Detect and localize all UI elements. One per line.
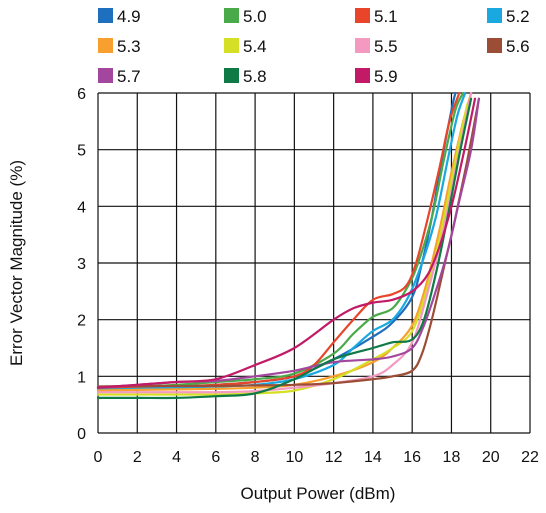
series-line-5.2 xyxy=(96,91,467,391)
x-tick-label: 2 xyxy=(133,449,142,466)
series-line-4.9 xyxy=(96,91,457,390)
x-tick-label: 8 xyxy=(251,449,260,466)
x-tick-label: 4 xyxy=(172,449,181,466)
y-tick-label: 1 xyxy=(77,369,86,386)
legend-swatch-5.1 xyxy=(355,8,370,23)
legend-label-5.4: 5.4 xyxy=(243,37,267,56)
legend-swatch-5.0 xyxy=(224,8,239,23)
legend-swatch-5.4 xyxy=(224,38,239,53)
legend-label-5.6: 5.6 xyxy=(506,37,530,56)
chart-grid xyxy=(97,92,531,434)
legend-label-5.3: 5.3 xyxy=(117,37,141,56)
y-axis-ticks: 0 1 2 3 4 5 6 xyxy=(77,86,86,443)
x-tick-label: 18 xyxy=(443,449,461,466)
legend-label-5.9: 5.9 xyxy=(374,67,398,86)
x-tick-label: 10 xyxy=(285,449,303,466)
y-tick-label: 0 xyxy=(77,426,86,443)
x-axis-ticks: 0 2 4 6 8 10 12 14 16 18 20 22 xyxy=(94,449,539,466)
legend-label-5.2: 5.2 xyxy=(506,7,530,26)
legend-label-4.9: 4.9 xyxy=(117,7,141,26)
legend-label-5.8: 5.8 xyxy=(243,67,267,86)
x-axis-title: Output Power (dBm) xyxy=(241,484,396,503)
legend-swatch-5.9 xyxy=(355,68,370,83)
series-lines xyxy=(96,91,480,400)
legend-swatch-5.6 xyxy=(487,38,502,53)
series-line-5.1 xyxy=(96,91,461,390)
legend-label-5.5: 5.5 xyxy=(374,37,398,56)
x-tick-label: 6 xyxy=(211,449,220,466)
y-tick-label: 6 xyxy=(77,86,86,103)
legend-swatch-5.3 xyxy=(98,38,113,53)
y-tick-label: 2 xyxy=(77,313,86,330)
series-line-5.0 xyxy=(96,91,465,389)
x-tick-label: 14 xyxy=(364,449,382,466)
x-tick-label: 20 xyxy=(482,449,500,466)
legend-swatch-5.2 xyxy=(487,8,502,23)
legend-swatch-5.7 xyxy=(98,68,113,83)
series-line-5.5 xyxy=(96,91,473,394)
y-tick-label: 4 xyxy=(77,199,86,216)
y-axis-title: Error Vector Magnitude (%) xyxy=(7,160,26,366)
legend-label-5.0: 5.0 xyxy=(243,7,267,26)
legend-swatch-5.8 xyxy=(224,68,239,83)
legend-label-5.7: 5.7 xyxy=(117,67,141,86)
series-line-5.4 xyxy=(96,103,469,396)
series-line-5.3 xyxy=(96,91,473,392)
legend-swatch-5.5 xyxy=(355,38,370,53)
legend-label-5.1: 5.1 xyxy=(374,7,398,26)
legend-swatch-4.9 xyxy=(98,8,113,23)
x-tick-label: 16 xyxy=(403,449,421,466)
series-line-5.9 xyxy=(96,97,477,389)
x-tick-label: 0 xyxy=(94,449,103,466)
y-tick-label: 3 xyxy=(77,256,86,273)
y-tick-label: 5 xyxy=(77,143,86,160)
legend: 4.9 5.0 5.1 5.2 5.3 5.4 5.5 5.6 5.7 5.8 5.9 xyxy=(98,7,530,86)
x-tick-label: 22 xyxy=(521,449,539,466)
x-tick-label: 12 xyxy=(325,449,343,466)
